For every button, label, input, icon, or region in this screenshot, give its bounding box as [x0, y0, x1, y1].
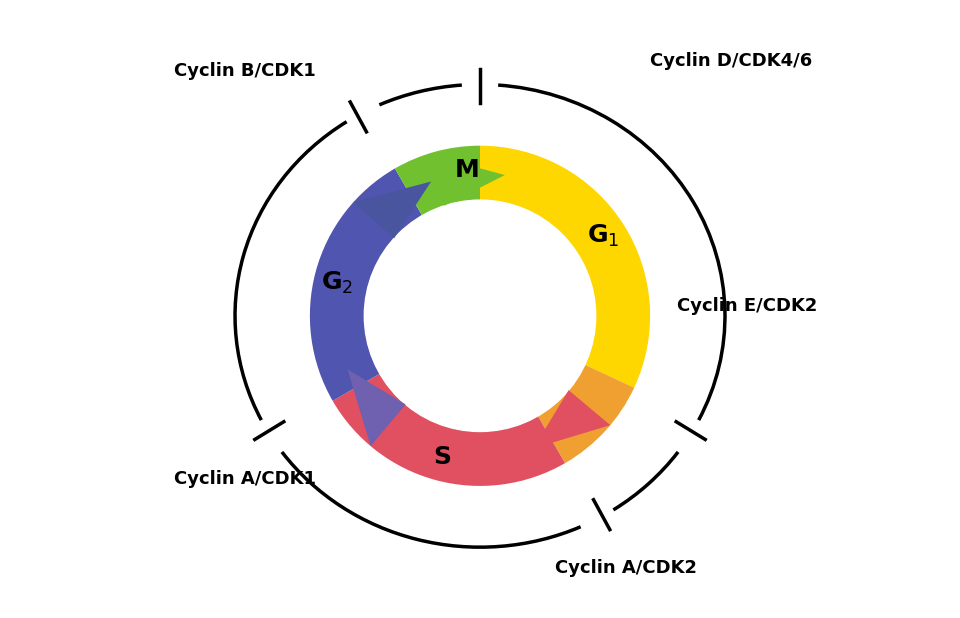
- Text: Cyclin D/CDK4/6: Cyclin D/CDK4/6: [650, 52, 812, 70]
- Polygon shape: [427, 154, 505, 206]
- Polygon shape: [534, 390, 611, 448]
- Wedge shape: [395, 146, 480, 216]
- Wedge shape: [333, 374, 565, 486]
- Text: G$_2$: G$_2$: [322, 270, 353, 296]
- Polygon shape: [353, 182, 431, 239]
- Text: M: M: [455, 158, 480, 182]
- Wedge shape: [480, 146, 650, 387]
- Text: Cyclin A/CDK1: Cyclin A/CDK1: [174, 470, 316, 488]
- Text: Cyclin A/CDK2: Cyclin A/CDK2: [555, 559, 697, 577]
- Text: Cyclin B/CDK1: Cyclin B/CDK1: [174, 62, 316, 80]
- Text: G$_1$: G$_1$: [587, 223, 619, 249]
- Wedge shape: [538, 365, 635, 463]
- Polygon shape: [348, 370, 406, 446]
- Text: Cyclin E/CDK2: Cyclin E/CDK2: [678, 297, 818, 315]
- Text: S: S: [433, 445, 451, 469]
- Wedge shape: [310, 169, 422, 401]
- Circle shape: [364, 200, 596, 431]
